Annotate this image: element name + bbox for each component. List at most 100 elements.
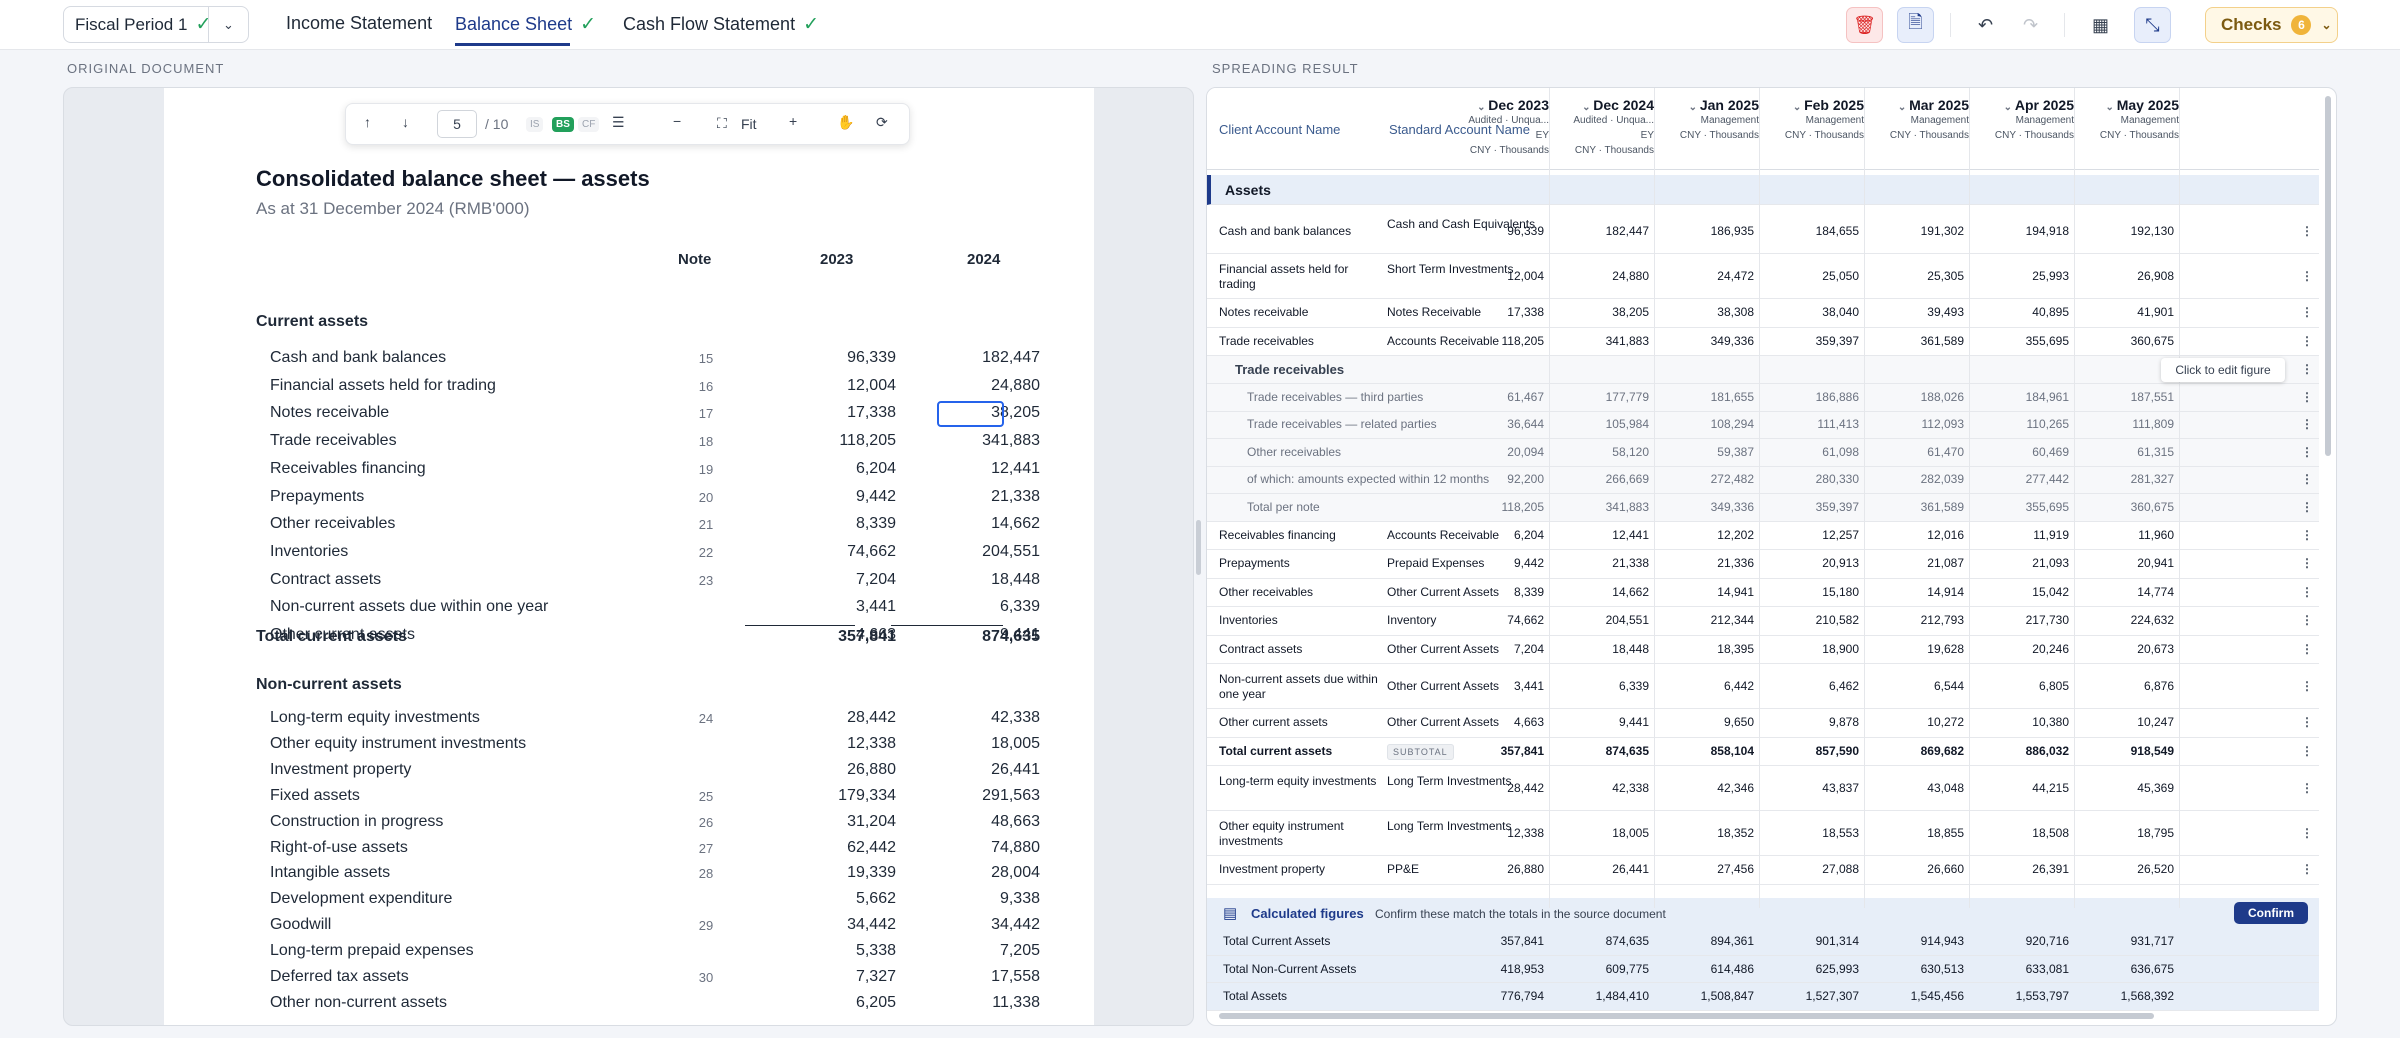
document-row[interactable]: Current assets — [254, 310, 1004, 334]
client-account-name[interactable]: Long-term equity investments — [1219, 773, 1377, 788]
period-value[interactable]: 6,204 — [1513, 527, 1544, 542]
standard-account-name[interactable]: Other Current Assets — [1387, 584, 1500, 599]
period-value[interactable]: 14,774 — [2137, 584, 2174, 599]
grid-row[interactable]: Prepayments Prepaid Expenses 9,442 21,338 21… — [1207, 550, 2319, 579]
row-menu-icon[interactable]: ⋮ — [2301, 862, 2313, 877]
period-value[interactable]: 38,308 — [1717, 305, 1754, 320]
value-2023[interactable]: 17,338 — [847, 404, 896, 422]
grid-row[interactable]: Other equity instrument investments Long … — [1207, 811, 2319, 856]
client-account-name[interactable]: of which: amounts expected within 12 mon… — [1247, 472, 1490, 487]
period-value[interactable]: 59,387 — [1717, 444, 1754, 459]
period-value[interactable]: 24,880 — [1612, 268, 1649, 283]
period-value[interactable]: 21,087 — [1927, 556, 1964, 571]
period-value[interactable]: 118,205 — [1501, 333, 1545, 348]
period-value[interactable]: 26,520 — [2137, 862, 2174, 877]
client-account-name[interactable]: Trade receivables — [1235, 362, 1345, 377]
grid-row[interactable]: Receivables financing Accounts Receivable… — [1207, 521, 2319, 550]
highlighted-figure[interactable] — [937, 401, 1004, 427]
period-value[interactable]: 357,841 — [1500, 743, 1544, 758]
value-2023[interactable]: 357,841 — [838, 628, 896, 645]
period-value[interactable]: 38,205 — [1612, 305, 1649, 320]
value-2024[interactable]: 14,662 — [991, 515, 1040, 533]
tab-income-statement[interactable]: Income Statement — [286, 13, 432, 34]
period-value[interactable]: 3,441 — [1513, 678, 1544, 693]
value-2023[interactable]: 118,205 — [839, 432, 896, 450]
value-2023[interactable]: 26,880 — [847, 760, 896, 778]
period-value[interactable]: 12,338 — [1507, 825, 1544, 840]
row-menu-icon[interactable]: ⋮ — [2301, 268, 2313, 283]
filter-is[interactable]: IS — [526, 117, 544, 132]
value-2024[interactable]: 34,442 — [991, 916, 1040, 934]
value-2024[interactable]: 26,441 — [991, 760, 1040, 778]
value-2024[interactable]: 7,205 — [999, 942, 1040, 960]
period-value[interactable]: 361,589 — [1920, 333, 1964, 348]
period-value[interactable]: 858,104 — [1710, 743, 1754, 758]
period-value[interactable]: 61,470 — [1927, 444, 1964, 459]
tab-cash-flow-statement[interactable]: Cash Flow Statement ✓ — [623, 13, 819, 36]
document-row[interactable]: Contract assets 23 7,204 18,448 — [254, 568, 1040, 592]
period-value[interactable]: 359,397 — [1815, 499, 1859, 514]
row-menu-icon[interactable]: ⋮ — [2301, 556, 2313, 571]
document-row[interactable]: Other current assets 4,663 9,441 — [254, 623, 1040, 647]
period-value[interactable]: 186,886 — [1815, 389, 1859, 404]
period-value[interactable]: 217,730 — [2025, 613, 2069, 628]
value-2023[interactable]: 8,339 — [855, 515, 896, 533]
grid-row[interactable]: Total per note 118,205 341,883 349,336 359,3… — [1207, 494, 2319, 522]
standard-account-name[interactable]: Prepaid Expenses — [1387, 556, 1485, 571]
client-account-name[interactable]: Other equity instrument investments — [1219, 818, 1344, 848]
standard-account-name[interactable]: Long Term Investments — [1387, 773, 1512, 788]
period-value[interactable]: 38,040 — [1822, 305, 1859, 320]
standard-account-name[interactable]: Other Current Assets — [1387, 715, 1500, 730]
client-account-name[interactable]: Prepayments — [1219, 556, 1290, 571]
grid-row[interactable]: Other receivables 20,094 58,120 59,387 61,09… — [1207, 439, 2319, 467]
tab-balance-sheet[interactable]: Balance Sheet ✓ — [455, 13, 596, 46]
value-2024[interactable]: 11,338 — [992, 993, 1040, 1011]
standard-account-name[interactable]: PP&E — [1387, 862, 1420, 877]
period-value[interactable]: 7,204 — [1513, 641, 1544, 656]
client-account-name[interactable]: Other receivables — [1247, 444, 1342, 459]
row-menu-icon[interactable]: ⋮ — [2301, 389, 2313, 404]
period-value[interactable]: 17,338 — [1507, 305, 1544, 320]
period-value[interactable]: 188,026 — [1920, 389, 1964, 404]
value-2023[interactable]: 19,339 — [847, 864, 896, 882]
value-2024[interactable]: 21,338 — [991, 487, 1040, 505]
period-value[interactable]: 27,456 — [1717, 862, 1754, 877]
period-value[interactable]: 36,644 — [1507, 417, 1544, 432]
document-row[interactable]: Prepayments 20 9,442 21,338 — [254, 485, 1040, 509]
period-column-header[interactable]: ⌄ Apr 2025 Management CNY · Thousands — [1994, 97, 2074, 141]
period-value[interactable]: 92,200 — [1507, 472, 1544, 487]
period-value[interactable]: 74,662 — [1507, 613, 1544, 628]
period-value[interactable]: 874,635 — [1605, 743, 1649, 758]
calculator-button[interactable]: ▦ — [2082, 7, 2119, 43]
document-row[interactable]: Intangible assets 28 19,339 28,004 — [254, 861, 1040, 885]
grid-row[interactable]: Other current assets Other Current Assets… — [1207, 709, 2319, 738]
value-2024[interactable]: 874,635 — [982, 628, 1040, 645]
standard-account-name[interactable]: Inventory — [1387, 613, 1437, 628]
zoom-out-icon[interactable]: − — [673, 113, 682, 129]
period-value[interactable]: 45,369 — [2137, 780, 2174, 795]
period-value[interactable]: 26,441 — [1612, 862, 1649, 877]
document-row[interactable]: Deferred tax assets 30 7,327 17,558 — [254, 965, 1040, 989]
period-value[interactable]: 26,391 — [2032, 862, 2069, 877]
period-value[interactable]: 18,553 — [1822, 825, 1859, 840]
period-value[interactable]: 43,837 — [1822, 780, 1859, 795]
row-menu-icon[interactable]: ⋮ — [2301, 305, 2313, 320]
value-2023[interactable]: 5,662 — [855, 890, 896, 908]
period-value[interactable]: 10,380 — [2032, 715, 2069, 730]
period-value[interactable]: 42,346 — [1717, 780, 1754, 795]
client-account-name[interactable]: Total current assets — [1219, 743, 1333, 758]
period-value[interactable]: 12,016 — [1927, 527, 1964, 542]
period-value[interactable]: 277,442 — [2025, 472, 2069, 487]
period-value[interactable]: 191,302 — [1920, 223, 1964, 238]
grid-row[interactable]: Trade receivables — third parties 61,467 1… — [1207, 384, 2319, 412]
standard-account-name[interactable]: Cash and Cash Equivalents — [1387, 216, 1536, 231]
period-value[interactable]: 6,805 — [2038, 678, 2069, 693]
document-row[interactable]: Inventories 22 74,662 204,551 — [254, 540, 1040, 564]
period-value[interactable]: 10,272 — [1927, 715, 1964, 730]
period-value[interactable]: 18,855 — [1927, 825, 1964, 840]
value-2023[interactable]: 12,338 — [847, 734, 896, 752]
period-column-header[interactable]: ⌄ Feb 2025 Management CNY · Thousands — [1784, 97, 1864, 141]
filter-bs[interactable]: BS — [552, 117, 574, 132]
document-row[interactable]: Notes receivable 17 17,338 38,205 — [254, 401, 1040, 425]
source-document-button[interactable]: 🗎 — [1897, 7, 1934, 43]
